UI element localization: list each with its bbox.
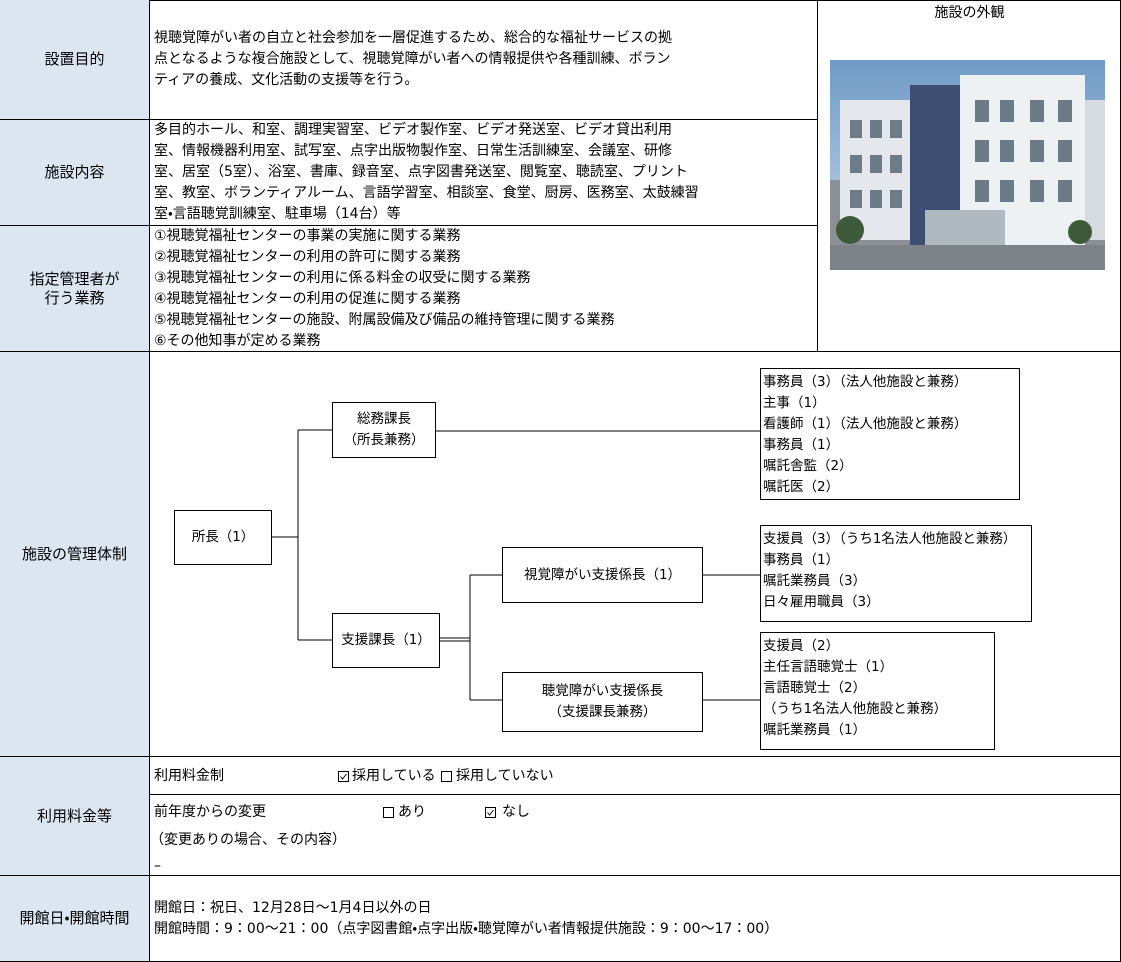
fees-cell: 利用料金制 採用している 採用していない前年度からの変更 あり なし （変更ありの場合、そ… — [150, 757, 1121, 876]
staff-box: 支援員（2） 主任言語聴覚士（1） 言語聴覚士（2） （うち1名法人他施設と兼務） 嘱託… — [760, 632, 995, 750]
checkbox — [383, 807, 394, 818]
text-line: 室・言語聴覚訓練室、駐車場（14台）等 — [154, 206, 401, 222]
staff-box: 事務員（3）（法人他施設と兼務） 主事（1） 看護師（1）（法人他施設と兼務） 事務員… — [760, 368, 1020, 500]
purpose-cell: 視聴覚障がい者の自立と社会参加を一層促進するため、総合的な福祉サービスの拠 点とな… — [150, 0, 818, 120]
staff-line: 事務員（1） — [763, 552, 840, 568]
row-label: 行う業務 — [44, 288, 105, 307]
header-cell: 指定管理者が 行う業務 — [0, 226, 150, 352]
header-cell: 施設の管理体制 — [0, 352, 150, 757]
text-line: ティアの養成、文化活動の支援等を行う。 — [154, 72, 419, 88]
staff-line: 嘱託舎監（2） — [763, 458, 853, 474]
node-label: （支援課長兼務） — [548, 704, 657, 720]
facility-photo — [830, 60, 1105, 270]
option-label: 採用していない — [456, 768, 554, 784]
option-label: あり — [398, 804, 426, 820]
node-label: 所長（1） — [191, 529, 255, 545]
checkbox — [441, 771, 452, 782]
staff-line: 嘱託業務員（1） — [763, 722, 867, 738]
text-line: 室、情報機器利用室、試写室、点字出版物製作室、日常生活訓練室、会議室、研修 — [154, 143, 672, 159]
text-line: ⑤視聴覚福祉センターの施設、附属設備及び備品の維持管理に関する業務 — [154, 311, 615, 328]
text-line: ①視聴覚福祉センターの事業の実施に関する業務 — [154, 227, 461, 244]
node-label: 聴覚障がい支援係長 — [541, 683, 664, 699]
header-cell: 設置目的 — [0, 0, 150, 120]
row-label: 設置目的 — [44, 50, 105, 68]
field-label: 利用料金制 — [154, 768, 224, 784]
staff-line: 主任言語聴覚士（1） — [763, 659, 894, 675]
text-line: 室、教室、ボランティアルーム、言語学習室、相談室、食堂、厨房、医務室、太鼓練習 — [154, 185, 699, 201]
note-text: – — [154, 858, 161, 874]
option-label: 採用している — [352, 768, 436, 784]
node-label: 視覚障がい支援係長（1） — [523, 566, 682, 583]
checkbox-frame — [485, 807, 496, 818]
staff-line: 支援員（3）（うち1名法人他施設と兼務） — [763, 531, 1017, 547]
staff-line: （うち1名法人他施設と兼務） — [763, 701, 948, 717]
connector — [703, 574, 760, 701]
field-label: 前年度からの変更 — [154, 804, 266, 820]
staff-line: 事務員（3）（法人他施設と兼務） — [763, 374, 968, 390]
checkbox — [485, 807, 496, 818]
header-cell: 利用料金等 — [0, 757, 150, 876]
connector — [272, 429, 332, 641]
check-mark — [340, 773, 347, 780]
org-node: 視覚障がい支援係長（1） — [502, 547, 703, 603]
org-node: 聴覚障がい支援係長 （支援課長兼務） — [502, 672, 703, 732]
check-mark — [487, 809, 494, 816]
node-label: 支援課長（1） — [341, 632, 431, 648]
checkbox-frame — [441, 771, 452, 782]
text-line: 開館日：祝日、12月28日～1月4日以外の日 — [154, 899, 432, 916]
header-cell: 施設内容 — [0, 120, 150, 226]
row-label: 利用料金等 — [36, 806, 112, 825]
note-label: （変更ありの場合、その内容） — [150, 832, 346, 848]
row-label: 開館日・開館時間 — [19, 909, 130, 927]
staff-line: 日々雇用職員（3） — [763, 594, 880, 610]
checkbox-frame — [383, 807, 394, 818]
text-line: 視聴覚障がい者の自立と社会参加を一層促進するため、総合的な福祉サービスの拠 — [154, 30, 672, 46]
duties-cell: ①視聴覚福祉センターの事業の実施に関する業務 ②視聴覚福祉センターの利用の許可に関… — [150, 226, 818, 352]
text-line: ②視聴覚福祉センターの利用の許可に関する業務 — [154, 248, 461, 265]
org-node: 支援課長（1） — [332, 613, 440, 668]
option-label: なし — [502, 804, 530, 820]
header-cell: 開館日・開館時間 — [0, 876, 150, 962]
divider — [150, 794, 1121, 795]
org-node: 所長（1） — [174, 510, 272, 565]
staff-line: 言語聴覚士（2） — [763, 680, 867, 696]
node-label: 総務課長 — [357, 411, 411, 427]
text-line: ④視聴覚福祉センターの利用の促進に関する業務 — [154, 290, 461, 307]
photo-title: 施設の外観 — [934, 5, 1005, 21]
row-label: 指定管理者が — [29, 269, 120, 288]
checkbox — [338, 771, 349, 782]
text-line: ⑥その他知事が定める業務 — [154, 332, 321, 349]
text-line: ③視聴覚福祉センターの利用に係る料金の収受に関する業務 — [154, 269, 531, 286]
text-line: 開館時間：9：00～21：00（点字図書館・点字出版・聴覚障がい者情報提供施設：… — [154, 920, 779, 937]
org-lines — [272, 429, 760, 701]
staff-line: 事務員（1） — [763, 437, 840, 453]
staff-line: 主事（1） — [763, 395, 826, 411]
staff-line: 看護師（1）（法人他施設と兼務） — [763, 416, 968, 432]
staff-box: 支援員（3）（うち1名法人他施設と兼務） 事務員（1） 嘱託業務員（3） 日々雇用職員… — [760, 525, 1032, 622]
node-label: （所長兼務） — [343, 432, 425, 448]
facilities-cell: 多目的ホール、和室、調理実習室、ビデオ製作室、ビデオ発送室、ビデオ貸出利用 室、情… — [150, 120, 818, 226]
text-line: 室、居室（5室）、浴室、書庫、録音室、点字図書発送室、閲覧室、聴読室、プリント — [154, 164, 688, 180]
staff-line: 嘱託業務員（3） — [763, 573, 867, 589]
staff-line: 支援員（2） — [763, 638, 840, 654]
org-chart-cell: 所長（1） 総務課長 （所長兼務） 支援課長（1） 視覚障がい支援係長（1） 聴覚障がい支… — [150, 352, 1121, 757]
connector — [440, 574, 502, 701]
text-line: 点となるような複合施設として、視聴覚障がい者への情報提供や各種訓練、ボラン — [154, 51, 671, 67]
checkbox-frame — [338, 771, 349, 782]
text-line: 多目的ホール、和室、調理実習室、ビデオ製作室、ビデオ発送室、ビデオ貸出利用 — [154, 122, 672, 138]
staff-line: 嘱託医（2） — [763, 479, 840, 495]
photo-cell: 施設の外観 — [818, 0, 1121, 352]
row-label: 施設内容 — [44, 163, 105, 181]
org-node: 総務課長 （所長兼務） — [332, 402, 436, 458]
row-label: 施設の管理体制 — [21, 544, 127, 563]
hours-cell: 開館日：祝日、12月28日～1月4日以外の日開館時間：9：00～21：00（点字… — [150, 876, 1121, 962]
